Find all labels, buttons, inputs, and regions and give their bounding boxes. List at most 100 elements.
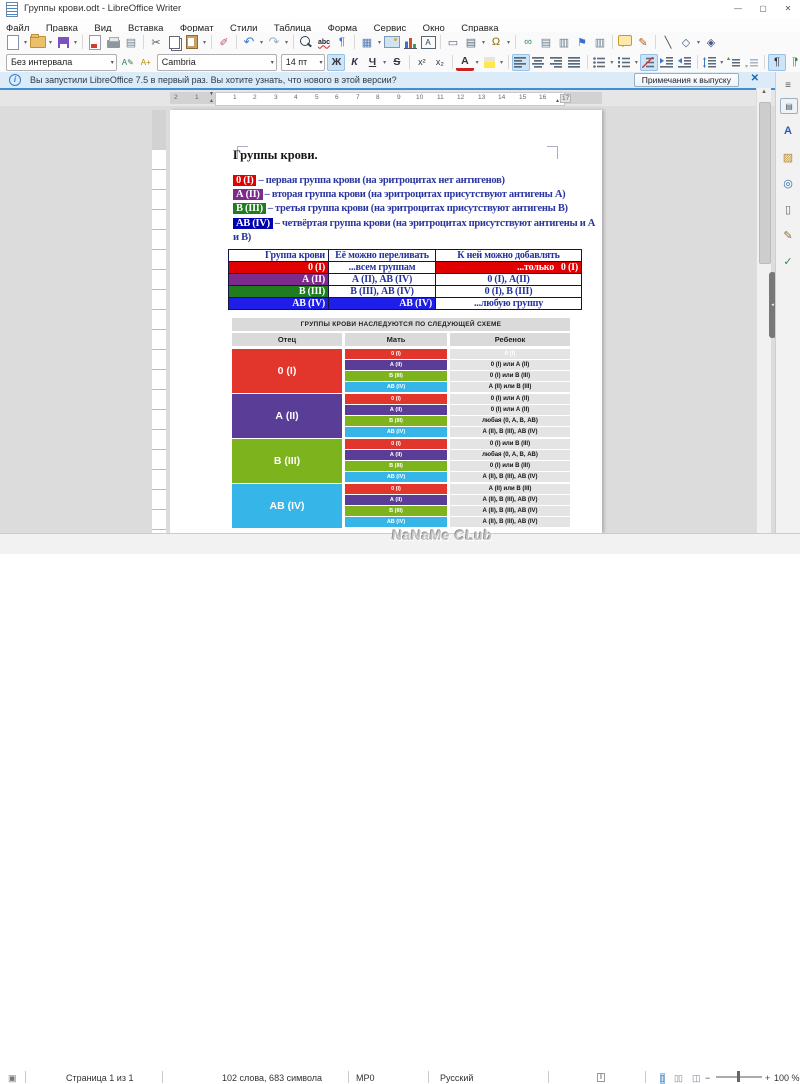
bullet-list-dropdown[interactable]: ▾ (610, 59, 614, 66)
left-to-right-button[interactable]: ¶ (767, 53, 786, 71)
bookmark-icon[interactable]: ⚑ (577, 36, 587, 49)
copy-icon[interactable] (165, 34, 183, 51)
sidebar-toggle-grip[interactable]: ◂ (769, 272, 776, 338)
font-color-dropdown[interactable]: ▾ (475, 59, 479, 66)
right-indent-marker[interactable]: ▲ (555, 98, 560, 104)
numbered-list-dropdown[interactable]: ▾ (634, 59, 638, 66)
indent-marker-top[interactable]: ▼ (209, 91, 214, 97)
menu-help[interactable]: Справка (461, 23, 499, 34)
gallery-icon[interactable]: ▨ (782, 151, 794, 164)
text-language[interactable]: Русский (440, 1073, 474, 1083)
zoom-slider-thumb[interactable] (737, 1071, 740, 1082)
strikethrough-button[interactable]: S (393, 56, 401, 68)
insert-line-icon[interactable]: ╲ (664, 36, 672, 49)
menu-table[interactable]: Таблица (273, 23, 312, 34)
menu-format[interactable]: Формат (179, 23, 214, 34)
zoom-out-icon[interactable]: − (705, 1073, 711, 1083)
align-left-button[interactable] (511, 53, 530, 71)
font-size-dropdown[interactable]: ▾ (319, 59, 323, 66)
numbered-list-button[interactable] (615, 54, 633, 71)
underline-dropdown[interactable]: ▾ (383, 59, 387, 66)
minimize-button[interactable]: — (734, 4, 742, 13)
increase-paragraph-spacing-button[interactable] (725, 54, 743, 71)
new-document-dropdown[interactable]: ▾ (23, 39, 27, 46)
right-to-left-button[interactable]: ¶ (792, 56, 798, 68)
page-icon[interactable]: ▯ (784, 203, 792, 216)
style-inspector-icon[interactable]: ✎ (783, 229, 793, 242)
view-single-page-icon[interactable]: ▯ (660, 1073, 665, 1084)
decrease-indent-button[interactable] (676, 54, 694, 71)
indent-marker-bottom[interactable]: ▲ (209, 98, 214, 104)
comment-icon[interactable] (616, 34, 634, 51)
view-book-icon[interactable]: ◫ (692, 1073, 701, 1083)
menu-form[interactable]: Форма (327, 23, 358, 34)
navigator-icon[interactable]: ◎ (783, 177, 793, 190)
special-character-dropdown[interactable]: ▾ (506, 39, 510, 46)
bold-button[interactable]: Ж (327, 53, 346, 71)
insert-field-icon[interactable]: ▤ (465, 36, 477, 49)
align-right-button[interactable] (548, 54, 566, 71)
paragraph-style-dropdown[interactable]: ▾ (110, 59, 114, 66)
menu-edit[interactable]: Правка (45, 23, 78, 34)
insert-table-icon[interactable]: ▦ (361, 36, 373, 49)
draw-functions-icon[interactable]: ◈ (706, 36, 716, 49)
zoom-in-icon[interactable]: + (765, 1073, 771, 1083)
hyperlink-icon[interactable]: ∞ (524, 36, 532, 48)
font-size-combo[interactable]: 14 пт ▾ (280, 53, 326, 71)
line-spacing-button[interactable] (701, 54, 719, 71)
align-justify-button[interactable] (566, 54, 584, 71)
track-changes-icon[interactable]: ✎ (638, 36, 648, 49)
vertical-ruler[interactable] (152, 110, 166, 533)
find-replace-icon[interactable] (297, 34, 315, 51)
document-modified-icon[interactable]: ▣ (8, 1073, 17, 1083)
page-count[interactable]: Страница 1 из 1 (66, 1073, 134, 1083)
menu-view[interactable]: Вид (94, 23, 112, 34)
paste-dropdown[interactable]: ▾ (202, 39, 206, 46)
underline-button[interactable]: Ч (368, 56, 377, 68)
page-style[interactable]: МР0 (356, 1073, 375, 1083)
word-count[interactable]: 102 слова, 683 символа (222, 1073, 323, 1083)
paste-icon[interactable] (183, 34, 201, 51)
doc-title[interactable]: Группы крови. (233, 148, 318, 162)
page-break-icon[interactable]: ▭ (447, 36, 459, 49)
superscript-button[interactable]: x² (418, 57, 426, 67)
italic-button[interactable]: К (351, 56, 358, 68)
undo-icon[interactable]: ↶ (243, 34, 255, 49)
zoom-level[interactable]: 100 % (774, 1073, 800, 1083)
print-icon[interactable] (104, 34, 122, 51)
menu-styles[interactable]: Стили (230, 23, 258, 34)
highlight-color-button[interactable] (480, 54, 498, 71)
scrollbar-thumb[interactable] (758, 102, 771, 264)
document-page[interactable]: Группы крови. 0 (I) – первая группа крови… (170, 110, 602, 533)
open-dropdown[interactable]: ▾ (48, 39, 52, 46)
inheritance-schema-image[interactable]: ГРУППЫ КРОВИ НАСЛЕДУЮТСЯ ПО СЛЕДУЮЩЕЙ СХ… (232, 318, 570, 530)
update-style-icon[interactable]: A✎ (121, 57, 134, 67)
special-character-icon[interactable]: Ω (491, 36, 501, 48)
menu-tools[interactable]: Сервис (373, 23, 407, 34)
undo-dropdown[interactable]: ▾ (259, 39, 263, 46)
styles-icon[interactable]: A (784, 125, 792, 137)
maximize-button[interactable]: ▢ (759, 4, 767, 13)
infobar-close-icon[interactable]: ✕ (750, 73, 759, 84)
properties-icon[interactable]: ▤ (780, 98, 798, 114)
release-notes-button[interactable]: Примечания к выпуску (633, 73, 739, 87)
spelling-icon[interactable]: abc (317, 38, 331, 46)
menu-file[interactable]: Файл (6, 23, 30, 34)
save-icon[interactable] (54, 34, 72, 51)
font-name-dropdown[interactable]: ▾ (270, 59, 274, 66)
horizontal-ruler[interactable]: 2 1 1 2 3 4 5 6 7 8 9 10 11 12 13 14 15 … (0, 90, 775, 106)
redo-icon[interactable]: ↷ (268, 34, 280, 49)
insert-chart-icon[interactable] (401, 34, 419, 51)
no-list-button[interactable] (639, 53, 658, 71)
scroll-up-icon[interactable]: ▲ (761, 89, 767, 95)
increase-indent-button[interactable] (658, 54, 676, 71)
blood-group-legend[interactable]: 0 (I) – первая группа крови (на эритроцит… (233, 174, 601, 245)
endnote-icon[interactable]: ▥ (558, 36, 570, 49)
vertical-scrollbar[interactable]: ▲ (756, 88, 771, 533)
close-button[interactable]: ✕ (784, 4, 792, 13)
selection-mode-icon[interactable]: I (597, 1073, 605, 1082)
print-preview-icon[interactable]: ▤ (125, 36, 137, 49)
basic-shapes-dropdown[interactable]: ▾ (696, 39, 700, 46)
redo-dropdown[interactable]: ▾ (284, 39, 288, 46)
align-center-button[interactable] (530, 54, 548, 71)
